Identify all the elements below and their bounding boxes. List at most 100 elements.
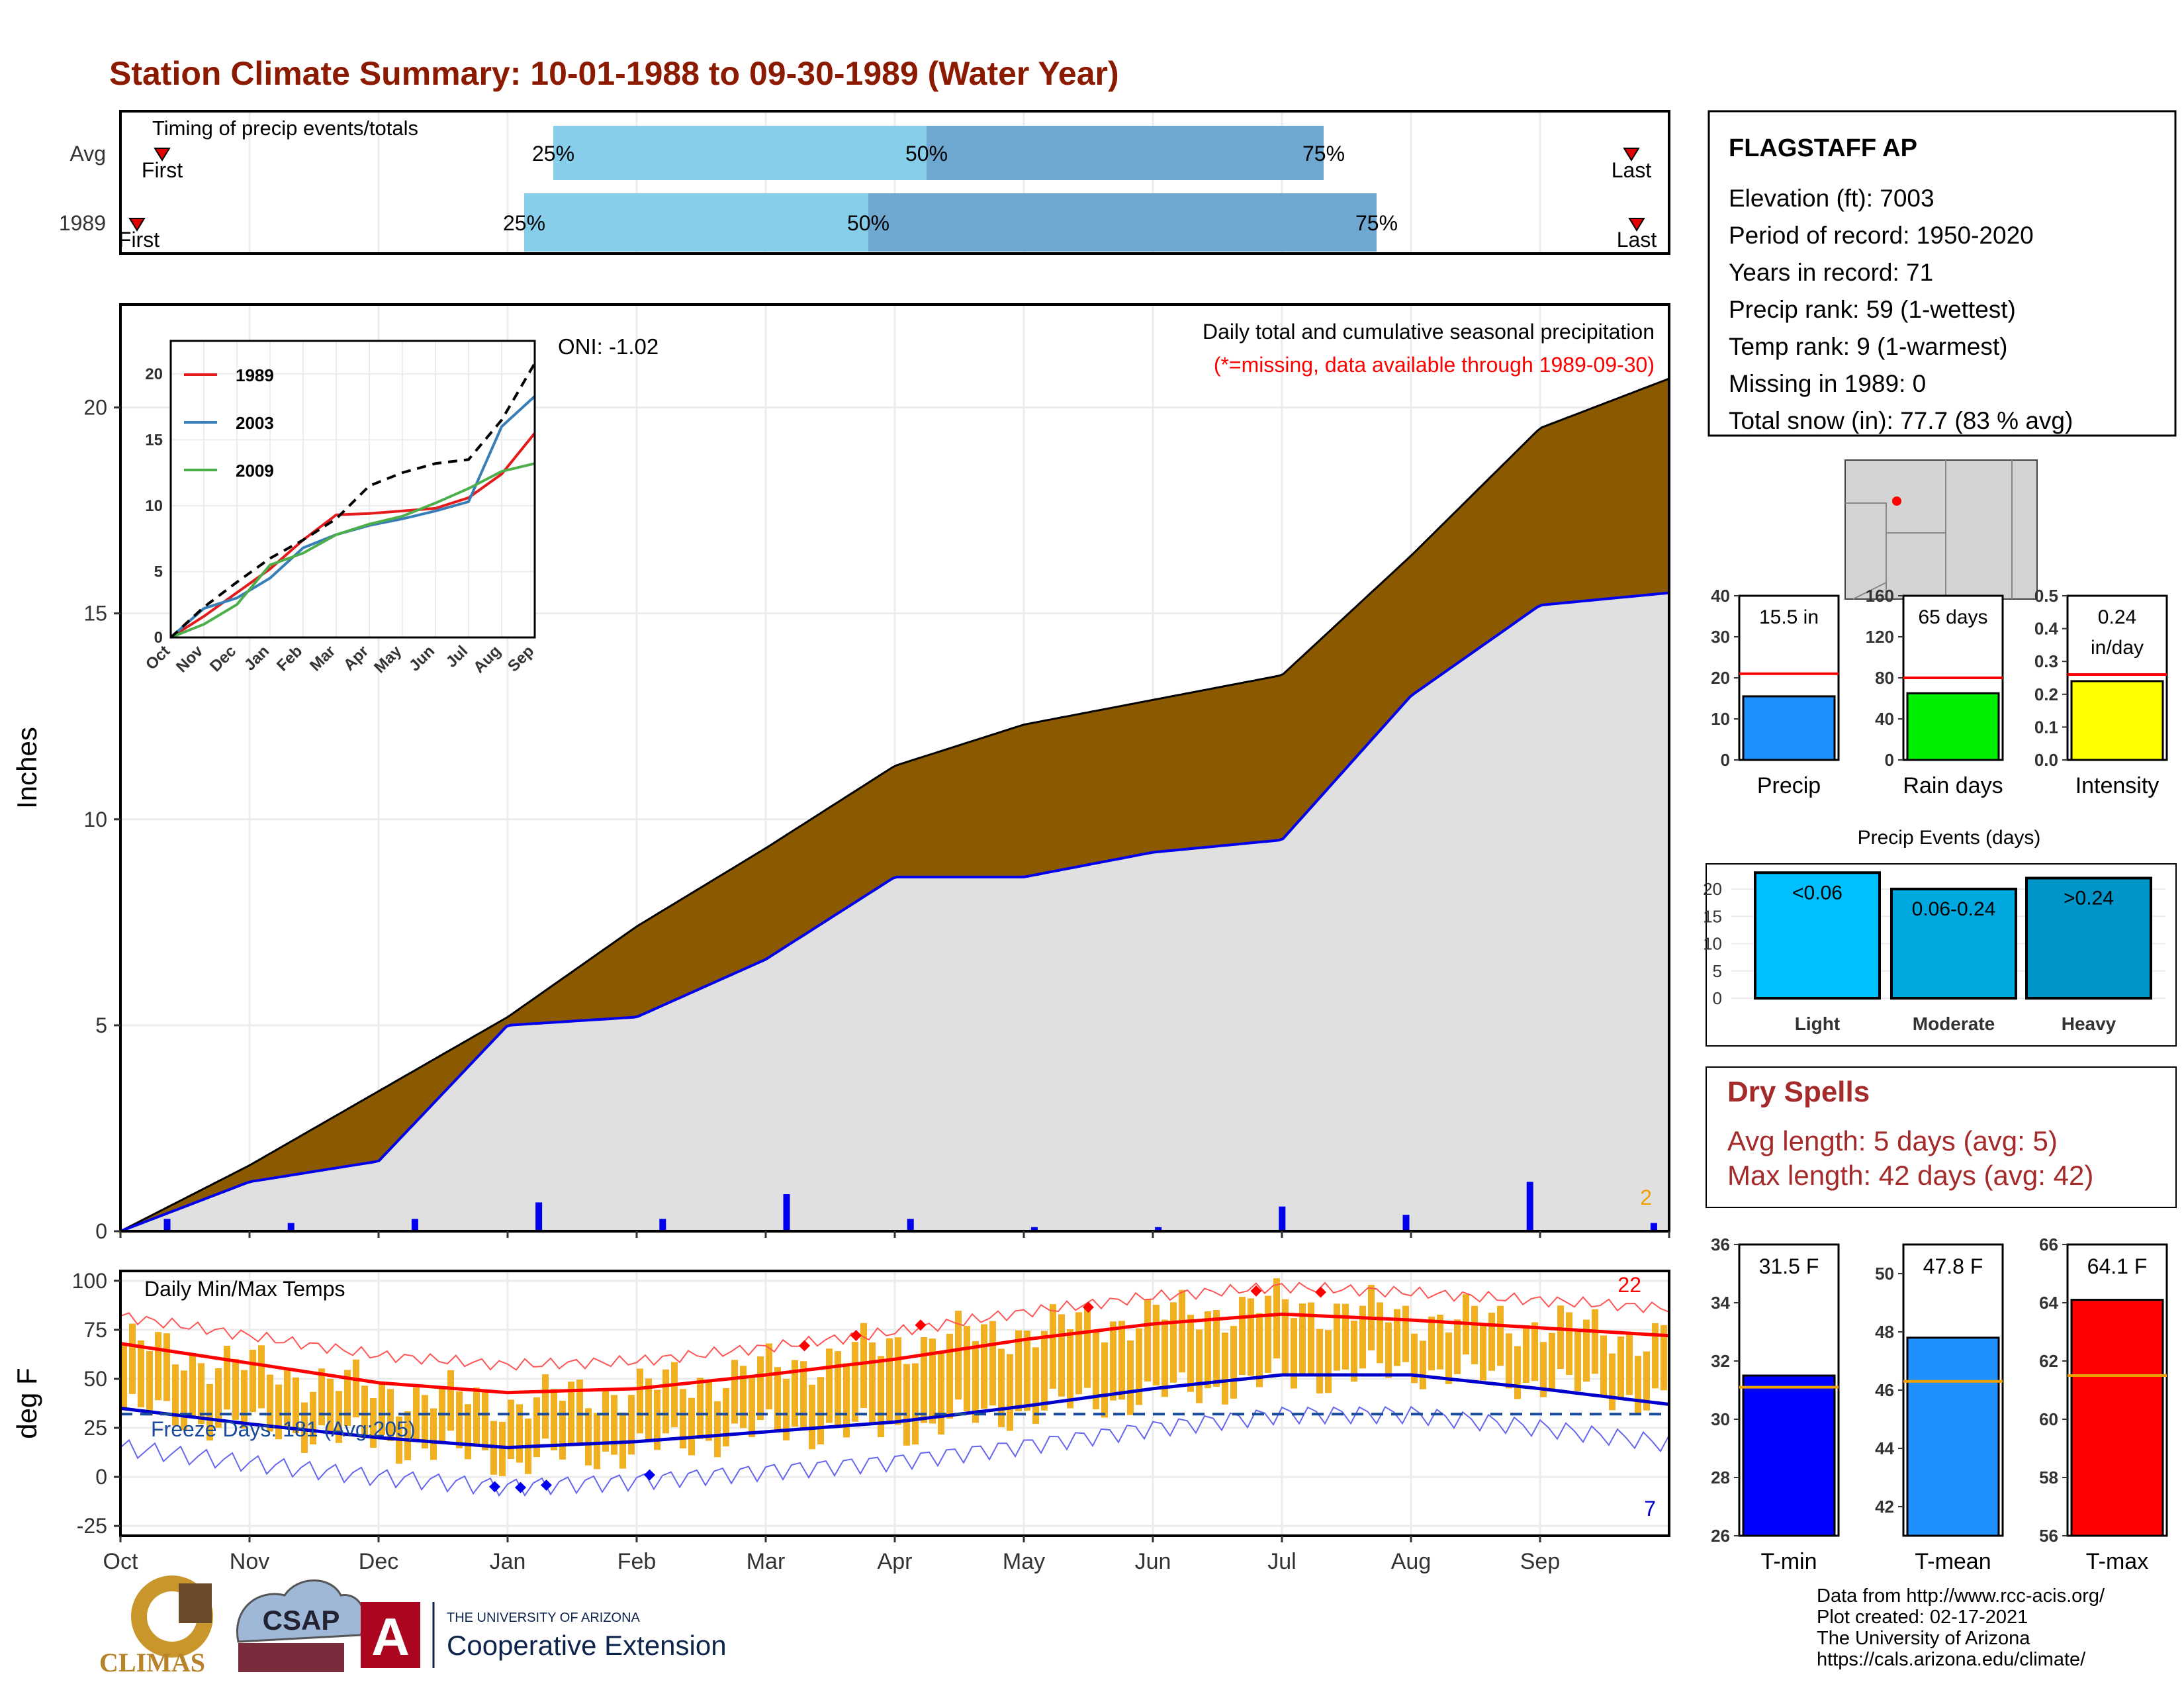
temp-hot-count: 22 [1617, 1273, 1641, 1297]
temp-daily-bar [1273, 1278, 1280, 1359]
season-bar-label: Rain days [1903, 773, 2003, 798]
temp-daily-bar [542, 1374, 549, 1439]
temp-daily-bar [835, 1351, 841, 1427]
temp-daily-bar [1265, 1295, 1271, 1373]
temp-summary-ytick: 26 [1711, 1526, 1730, 1546]
temp-daily-bar [189, 1353, 196, 1417]
temp-summary-t-max: 64.1 F 56 58 60 62 64 66 T-max [2039, 1235, 2168, 1574]
temp-daily-bar [1248, 1298, 1254, 1376]
daily-precip-bar [1155, 1227, 1162, 1231]
precip-ytick-label: 0 [95, 1219, 107, 1243]
temp-daily-bar [258, 1345, 265, 1409]
temp-daily-bar [1523, 1325, 1529, 1383]
temp-daily-bar [232, 1358, 239, 1420]
record-low-marker [489, 1481, 500, 1493]
daily-precip-bar [535, 1202, 543, 1231]
temp-daily-bar [1032, 1347, 1039, 1424]
season-bar-ytick: 0 [1721, 750, 1730, 770]
season-bar-value: 65 days [1918, 606, 1987, 628]
temp-daily-bar [809, 1384, 815, 1450]
season-bar-rain-days: 65 days 0 40 80 120 160 Rain days [1866, 586, 2004, 798]
inset-xtick-label: Oct [142, 642, 173, 673]
temp-daily-bar [860, 1323, 867, 1408]
temp-daily-bar [1015, 1330, 1022, 1411]
timing-1989-25: 25% [503, 211, 545, 235]
temp-summary-t-min: 31.5 F 26 28 30 32 34 36 T-min [1711, 1235, 1840, 1574]
temp-daily-bar [336, 1391, 342, 1443]
timing-avg-25: 25% [532, 142, 574, 165]
temp-daily-bar [602, 1391, 609, 1452]
temp-daily-bar [318, 1368, 325, 1426]
season-bar-ytick: 0.5 [2034, 586, 2058, 606]
timing-avg-last-marker [1623, 148, 1640, 162]
footer-line-1: Data from http://www.rcc-acis.org/ [1817, 1585, 2105, 1607]
temp-daily-bar [1093, 1331, 1099, 1409]
temp-daily-bar [1377, 1302, 1383, 1364]
daily-precip-bar [907, 1219, 914, 1231]
daily-precip-bar [411, 1219, 418, 1231]
temp-daily-bar [379, 1382, 385, 1435]
temp-daily-bar [1282, 1299, 1289, 1375]
temp-daily-bar [422, 1395, 428, 1449]
temp-daily-bar [1574, 1332, 1581, 1391]
temp-xtick-label: Aug [1391, 1549, 1432, 1574]
season-bar-ytick: 20 [1711, 668, 1730, 688]
temp-daily-bar [1652, 1323, 1659, 1389]
temp-daily-bar [749, 1377, 755, 1437]
temp-summary-ytick: 30 [1711, 1409, 1730, 1429]
inset-line-2009 [170, 462, 535, 639]
temp-daily-bar [1308, 1302, 1314, 1374]
temp-daily-bar [206, 1383, 213, 1441]
temp-daily-bar [129, 1323, 136, 1394]
temp-daily-bar [1635, 1356, 1641, 1414]
season-bar-ytick: 40 [1875, 709, 1894, 729]
temp-daily-bar [731, 1360, 738, 1424]
temp-daily-bar [1007, 1354, 1013, 1431]
temp-daily-bar [1497, 1305, 1504, 1366]
ua-logo-letter: A [371, 1607, 410, 1666]
temp-daily-bar [1394, 1309, 1400, 1366]
inset-line-average [169, 362, 536, 639]
timing-panel-frame [119, 110, 1670, 255]
map-border-mexico [1852, 582, 1887, 600]
temp-summary-fill [2070, 1299, 2164, 1537]
temp-daily-bar [1420, 1340, 1426, 1389]
inset-xtick-label: Apr [340, 642, 372, 674]
timing-1989-50: 50% [847, 211, 889, 235]
inset-frame [169, 340, 536, 639]
station-name: FLAGSTAFF AP [1729, 134, 1917, 162]
precip-events-chart: 0 5 10 15 20 <0.06 Light 0.06-0.24 Moderate >0.24… [1703, 871, 2165, 1034]
temp-daily-bar [1084, 1305, 1091, 1388]
record-high-marker [850, 1329, 862, 1341]
temp-daily-bar [645, 1378, 652, 1441]
temp-daily-bar [482, 1391, 488, 1450]
temp-daily-bar [1222, 1333, 1228, 1405]
temp-panel: -25 0 25 50 75 100 Oct Nov Dec Jan Feb Mar Apr May Ju… [11, 1269, 1670, 1574]
ua-logo-icon [361, 1602, 420, 1668]
timing-label: Timing of precip events/totals [152, 117, 418, 140]
temp-daily-bar [499, 1421, 506, 1476]
csap-logo-mountains [238, 1643, 344, 1672]
precip-corner-count: 2 [1640, 1186, 1652, 1209]
season-bar-ytick: 30 [1711, 627, 1730, 647]
daily-precip-bar [287, 1223, 295, 1231]
temp-daily-bar [1411, 1333, 1418, 1383]
temp-daily-bar [1316, 1329, 1323, 1393]
temp-daily-bar [1334, 1303, 1340, 1371]
temp-x-ticks: Oct Nov Dec Jan Feb Mar Apr May Jun Jul Aug Sep [103, 1536, 1560, 1574]
temp-daily-bar [413, 1387, 420, 1442]
temp-daily-bar [267, 1374, 273, 1432]
temp-daily-bar [181, 1370, 187, 1430]
temp-daily-bar [1101, 1342, 1108, 1418]
temp-daily-bar [989, 1321, 996, 1406]
temp-daily-bar [637, 1368, 643, 1434]
temp-daily-bar [1351, 1321, 1357, 1382]
precip-missing-note: (*=missing, data available through 1989-… [1214, 353, 1655, 377]
timing-1989-last-marker [1628, 218, 1645, 232]
record-high-marker [1250, 1285, 1262, 1297]
temp-daily-bar [353, 1359, 359, 1418]
daily-precip-bar [1030, 1227, 1038, 1231]
temp-daily-bar [955, 1311, 962, 1400]
station-missing: Missing in 1989: 0 [1729, 370, 1926, 397]
temp-daily-bar [447, 1370, 454, 1431]
